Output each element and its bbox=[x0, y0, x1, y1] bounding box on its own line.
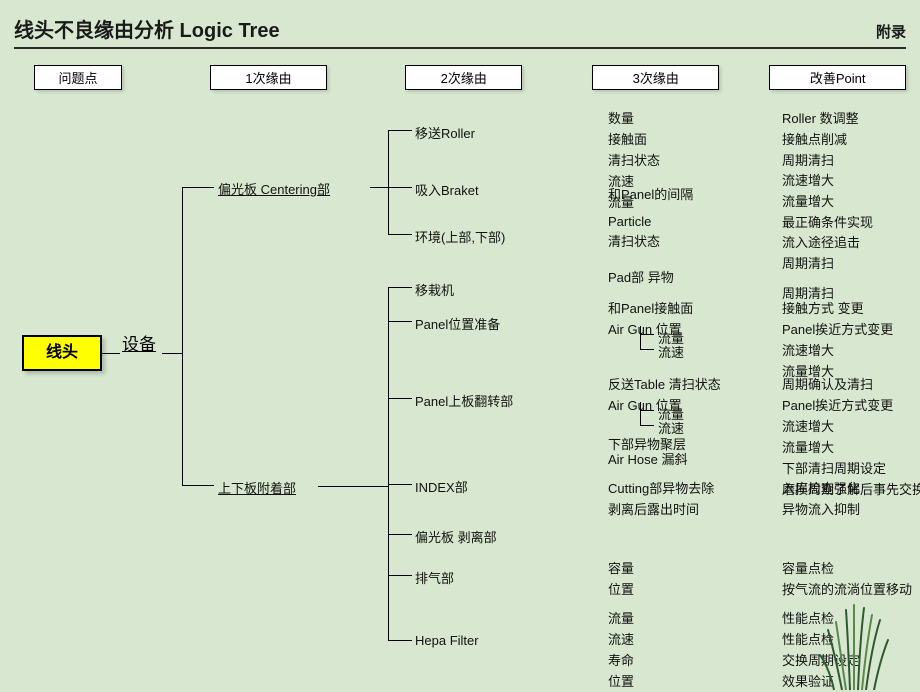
t: 流速增大 bbox=[782, 170, 873, 189]
b2-c3-c6: Air Hose 漏斜 bbox=[608, 449, 687, 468]
t: 位置 bbox=[608, 579, 634, 598]
b2-c4-d: 入库检查强化 异物流入抑制 bbox=[782, 478, 860, 520]
b1-c4-a: Roller 数调整 接触点削减 周期清扫 bbox=[782, 108, 859, 171]
b2-c3-f: 容量 位置 bbox=[608, 558, 634, 600]
t: 流量 bbox=[608, 608, 634, 627]
t: 剥离后露出时间 bbox=[608, 499, 714, 518]
t: 流入途径追击 bbox=[782, 232, 860, 251]
title-row: 线头不良缘由分析 Logic Tree 附录 bbox=[14, 12, 906, 49]
b2-c3-a1: Pad部 异物 bbox=[608, 267, 674, 286]
b1-c4-b: 流速增大 流量增大 最正确条件实现 bbox=[782, 170, 873, 233]
t: 异物流入抑制 bbox=[782, 499, 860, 518]
b2-sub-e: 偏光板 剥离部 bbox=[415, 527, 497, 546]
t: 接触方式 变更 bbox=[782, 298, 893, 317]
t: 流量增大 bbox=[782, 437, 920, 456]
header-cause3: 3次缘由 bbox=[592, 65, 719, 90]
t: 流速 bbox=[608, 629, 634, 648]
b2-c3-d: Cutting部异物去除 剥离后露出时间 bbox=[608, 478, 714, 520]
t: 清扫状态 bbox=[608, 150, 660, 169]
b1-sub-c: 环境(上部,下部) bbox=[415, 227, 505, 246]
t: 周期确认及清扫 bbox=[782, 374, 920, 393]
page-title: 线头不良缘由分析 Logic Tree bbox=[14, 14, 280, 43]
t: 流速增大 bbox=[782, 340, 893, 359]
t: 容量 bbox=[608, 558, 634, 577]
b2-c4-b: 接触方式 变更 Panel挨近方式变更 流速增大 流量增大 bbox=[782, 298, 893, 382]
t: Roller 数调整 bbox=[782, 108, 859, 127]
t: 接触面 bbox=[608, 129, 660, 148]
t: 寿命 bbox=[608, 650, 634, 669]
b2-c4-f: 容量点检 按气流的流淌位置移动 bbox=[782, 558, 912, 600]
t: 流量增大 bbox=[782, 191, 873, 210]
header-cause2: 2次缘由 bbox=[405, 65, 522, 90]
device-node: 设备 bbox=[122, 330, 156, 355]
b1-c4-c: 流入途径追击 周期清扫 bbox=[782, 232, 860, 274]
page-subtitle: 附录 bbox=[876, 21, 906, 42]
column-headers: 问题点 1次缘由 2次缘由 3次缘由 改善Point bbox=[34, 65, 906, 90]
header-problem: 问题点 bbox=[34, 65, 122, 90]
t: 位置 bbox=[608, 671, 634, 690]
b2-sub-a: 移栽机 bbox=[415, 280, 454, 299]
t: 入库检查强化 bbox=[782, 478, 860, 497]
t: 周期清扫 bbox=[782, 253, 860, 272]
t: 下部清扫周期设定 bbox=[782, 458, 920, 477]
t: 反送Table 清扫状态 bbox=[608, 374, 721, 393]
b2-sub-b: Panel位置准备 bbox=[415, 314, 500, 333]
t: 数量 bbox=[608, 108, 660, 127]
t: Particle bbox=[608, 214, 660, 229]
header-cause1: 1次缘由 bbox=[210, 65, 327, 90]
t: 流速增大 bbox=[782, 416, 920, 435]
t: 按气流的流淌位置移动 bbox=[782, 579, 912, 598]
b1-sub-a: 移送Roller bbox=[415, 123, 475, 142]
b2-sub-g: Hepa Filter bbox=[415, 633, 479, 648]
b2-sub-c: Panel上板翻转部 bbox=[415, 391, 513, 410]
b2-c3-b4: 流速 bbox=[658, 342, 684, 361]
t: 清扫状态 bbox=[608, 231, 660, 250]
t: 接触点削减 bbox=[782, 129, 859, 148]
b2-sub-d: INDEX部 bbox=[415, 477, 468, 496]
b2-sub-f: 排气部 bbox=[415, 568, 454, 587]
b2-c3-g: 流量 流速 寿命 位置 bbox=[608, 608, 634, 692]
branch1-label: 偏光板 Centering部 bbox=[218, 179, 330, 198]
b1-c3-c: Particle 清扫状态 bbox=[608, 214, 660, 252]
b1-c3-b: 和Panel的间隔 bbox=[608, 184, 693, 203]
b1-sub-b: 吸入Braket bbox=[415, 180, 479, 199]
t: 最正确条件实现 bbox=[782, 212, 873, 231]
t: 容量点检 bbox=[782, 558, 912, 577]
t: Panel挨近方式变更 bbox=[782, 319, 893, 338]
t: 周期清扫 bbox=[782, 150, 859, 169]
header-improve: 改善Point bbox=[769, 65, 906, 90]
t: Cutting部异物去除 bbox=[608, 478, 714, 497]
grass-icon bbox=[780, 600, 900, 690]
branch2-label: 上下板附着部 bbox=[218, 478, 296, 497]
t: 和Panel接触面 bbox=[608, 298, 693, 317]
t: Panel挨近方式变更 bbox=[782, 395, 920, 414]
problem-node: 线头 bbox=[22, 335, 102, 371]
